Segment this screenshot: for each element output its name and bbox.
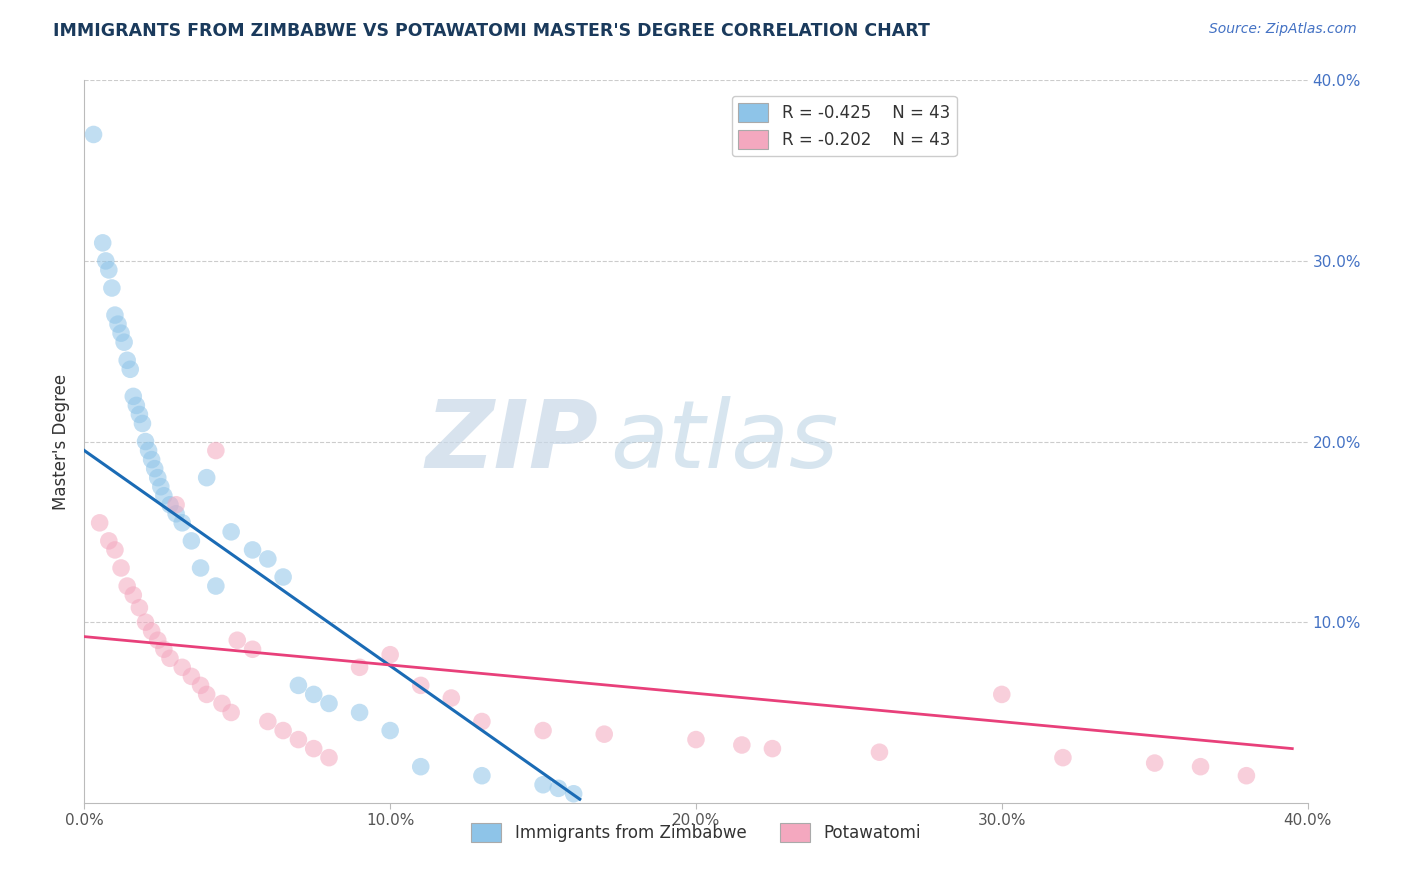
Point (562, 787, 585, 801)
Point (190, 678, 212, 692)
Point (172, 516, 194, 530)
Point (107, 317, 129, 331)
Point (318, 697, 340, 711)
Point (128, 408, 150, 422)
Point (141, 624, 163, 639)
Point (135, 434, 157, 449)
Point (302, 741, 325, 756)
Point (120, 362, 142, 376)
Point (138, 443, 160, 458)
Point (153, 642, 176, 657)
Point (761, 741, 783, 756)
Legend: Immigrants from Zimbabwe, Potawatomi: Immigrants from Zimbabwe, Potawatomi (464, 816, 928, 848)
Point (153, 489, 176, 503)
Point (205, 443, 228, 458)
Point (110, 326, 132, 340)
Point (257, 552, 280, 566)
Point (226, 633, 249, 648)
Point (143, 461, 166, 475)
Point (131, 417, 153, 431)
Point (205, 579, 228, 593)
Point (1189, 760, 1212, 774)
Point (211, 697, 233, 711)
Point (159, 498, 181, 512)
Point (146, 471, 169, 485)
Point (380, 723, 402, 738)
Point (112, 335, 135, 350)
Point (731, 738, 754, 752)
Point (125, 398, 148, 412)
Text: IMMIGRANTS FROM ZIMBABWE VS POTAWATOMI MASTER'S DEGREE CORRELATION CHART: IMMIGRANTS FROM ZIMBABWE VS POTAWATOMI M… (53, 22, 931, 40)
Point (271, 723, 294, 738)
Point (97, 263, 120, 277)
Point (94, 254, 117, 268)
Point (547, 781, 569, 796)
Point (531, 778, 554, 792)
Point (83, 128, 105, 142)
Text: atlas: atlas (610, 396, 838, 487)
Point (101, 281, 124, 295)
Point (104, 308, 127, 322)
Point (159, 651, 181, 665)
Point (409, 760, 432, 774)
Point (97, 533, 120, 548)
Point (302, 687, 325, 701)
Point (593, 727, 616, 741)
Point (128, 600, 150, 615)
Point (195, 471, 218, 485)
Point (141, 452, 163, 467)
Point (122, 389, 145, 403)
Point (122, 588, 145, 602)
Point (380, 648, 402, 662)
Point (115, 579, 138, 593)
Point (146, 633, 169, 648)
Point (685, 732, 707, 747)
Point (219, 706, 242, 720)
Point (471, 714, 494, 729)
Point (869, 745, 891, 759)
Point (531, 723, 554, 738)
Point (257, 714, 280, 729)
Point (349, 706, 371, 720)
Point (89, 516, 111, 530)
Point (180, 669, 202, 683)
Point (149, 480, 172, 494)
Point (287, 678, 309, 692)
Point (172, 660, 194, 674)
Point (135, 615, 157, 630)
Point (219, 524, 242, 539)
Point (409, 678, 432, 692)
Point (180, 533, 202, 548)
Point (110, 561, 132, 575)
Point (165, 507, 187, 521)
Point (242, 542, 264, 557)
Point (1143, 756, 1166, 770)
Point (195, 687, 218, 701)
Point (104, 542, 127, 557)
Point (165, 498, 187, 512)
Point (271, 570, 294, 584)
Point (287, 732, 309, 747)
Y-axis label: Master's Degree: Master's Degree (52, 374, 70, 509)
Text: Source: ZipAtlas.com: Source: ZipAtlas.com (1209, 22, 1357, 37)
Point (91, 235, 114, 250)
Point (991, 687, 1014, 701)
Point (1236, 769, 1258, 783)
Point (1052, 750, 1074, 764)
Point (471, 769, 494, 783)
Point (115, 353, 138, 368)
Text: ZIP: ZIP (425, 395, 598, 488)
Point (440, 691, 463, 706)
Point (190, 561, 212, 575)
Point (349, 660, 371, 674)
Point (318, 750, 340, 764)
Point (242, 642, 264, 657)
